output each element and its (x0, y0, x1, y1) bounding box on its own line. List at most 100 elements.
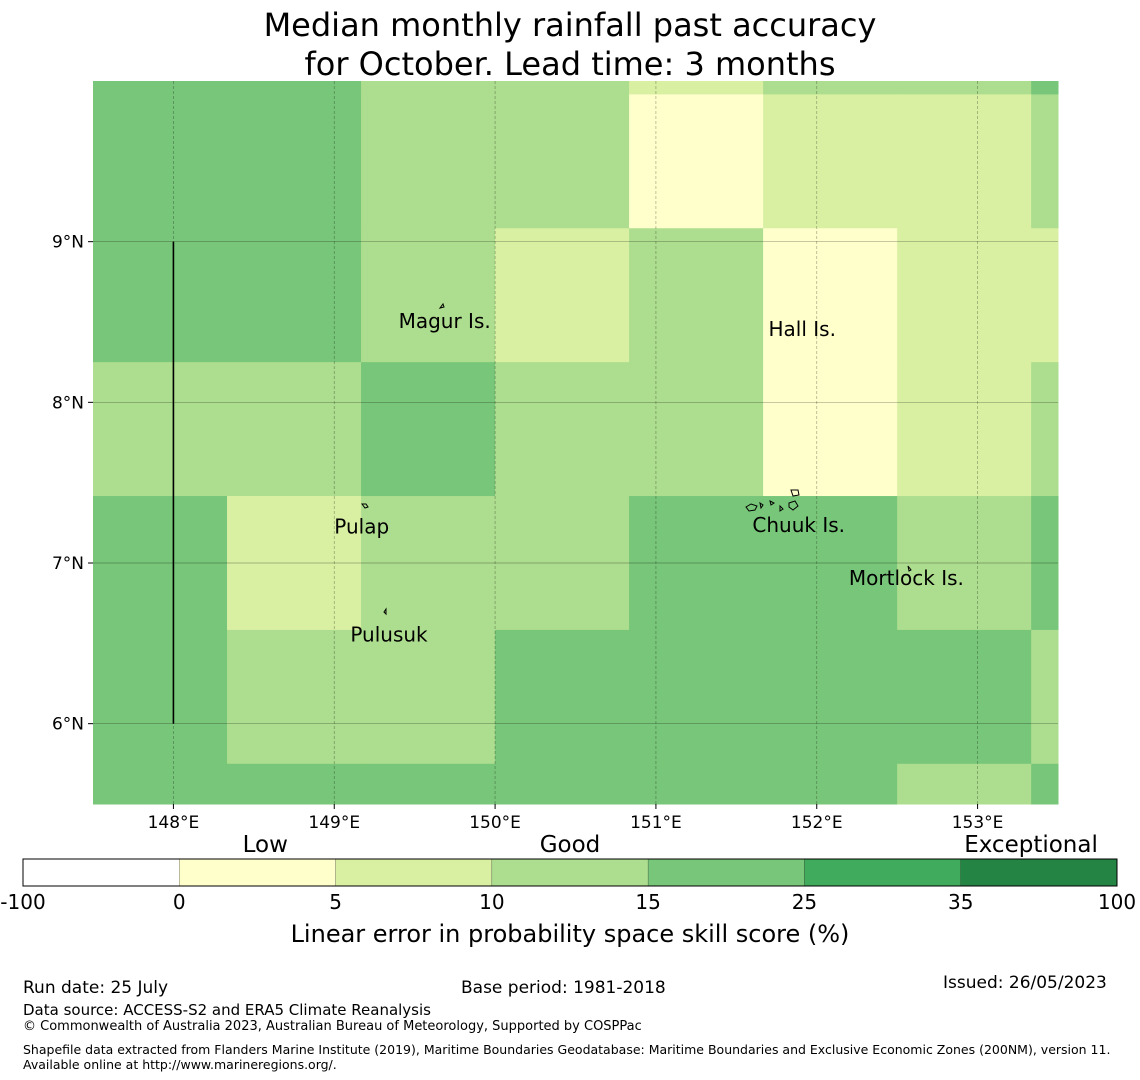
colorbar-tick-label: 100 (1098, 890, 1136, 914)
island-outline (788, 500, 799, 511)
skill-cell (763, 362, 898, 497)
lon-tick-label: 148°E (148, 813, 200, 833)
place-label: Pulusuk (350, 622, 428, 646)
colorbar-title: Linear error in probability space skill … (291, 920, 850, 948)
colorbar-category-label: Good (540, 832, 601, 858)
lon-tick-label: 153°E (952, 813, 1004, 833)
skill-cell (495, 496, 630, 631)
skill-cell (495, 362, 630, 497)
island-outline (769, 500, 775, 506)
skill-cell (763, 228, 898, 363)
colorbar-tick-label: 0 (173, 890, 186, 914)
skill-cell (93, 496, 228, 631)
colorbar-tick-label: -100 (0, 890, 45, 914)
island-outline (779, 504, 784, 512)
skill-cell (1031, 362, 1059, 497)
colorbar-swatch (647, 858, 805, 887)
skill-cell (361, 94, 496, 229)
skill-cell (93, 362, 228, 497)
skill-cell (763, 763, 898, 805)
base-period: Base period: 1981-2018 (461, 978, 666, 998)
skill-grid (93, 81, 1059, 805)
skill-cell (897, 763, 1032, 805)
skill-cell (897, 362, 1032, 497)
colorbar: -100 0 5 10 15 25 35 100 Low Good Exceptional Linea… (0, 832, 1136, 948)
island-outline (438, 302, 445, 309)
skill-cell (897, 629, 1032, 765)
skill-cell (227, 81, 362, 95)
skill-cell (897, 496, 1032, 631)
colorbar-category-label: Exceptional (964, 832, 1098, 858)
skill-cell (897, 94, 1032, 229)
place-labels: Magur Is. Hall Is. Pulap Chuuk Is. Mortlock … (334, 309, 964, 646)
skill-cell (763, 629, 898, 765)
colorbar-swatch (491, 858, 649, 887)
island-outline (383, 607, 387, 616)
place-label: Mortlock Is. (849, 566, 964, 590)
lat-tick-label: 8°N (52, 393, 84, 413)
skill-cell (1031, 94, 1059, 229)
skill-cell (1031, 763, 1059, 805)
skill-cell (629, 81, 764, 95)
skill-cell (93, 629, 228, 765)
skill-cell (495, 81, 630, 95)
lat-tick-label: 6°N (52, 715, 84, 735)
skill-cell (361, 362, 496, 497)
lon-tick-label: 152°E (791, 813, 843, 833)
skill-cell (629, 228, 764, 363)
skill-cell (495, 763, 630, 805)
colorbar-frame (22, 858, 1118, 887)
skill-cell (361, 629, 496, 765)
lon-tick-label: 151°E (630, 813, 682, 833)
skill-cell (361, 228, 496, 363)
skill-cell (1031, 629, 1059, 765)
place-label: Magur Is. (399, 309, 491, 333)
colorbar-tick-label: 5 (329, 890, 342, 914)
skill-cell (227, 228, 362, 363)
skill-cell (495, 629, 630, 765)
skill-cell (763, 81, 898, 95)
skill-cell (495, 228, 630, 363)
skill-cell (495, 94, 630, 229)
skill-cell (629, 763, 764, 805)
skill-cell (227, 496, 362, 631)
island-outline (790, 489, 800, 497)
skill-cell (361, 763, 496, 805)
place-label: Chuuk Is. (752, 513, 845, 537)
colorbar-swatch (804, 858, 961, 887)
skill-cell (897, 81, 1032, 95)
skill-cell (763, 496, 898, 631)
lat-tick-label: 7°N (52, 554, 84, 574)
skill-cell (227, 629, 362, 765)
axis-ticks: 148°E 149°E 150°E 151°E 152°E 153°E 9°N 8°N 7°N 6… (52, 233, 1003, 833)
skill-cell (93, 94, 228, 229)
map-title-line2: for October. Lead time: 3 months (304, 45, 836, 83)
skill-cell (227, 362, 362, 497)
skill-cell (1031, 81, 1059, 95)
skill-cell (227, 763, 362, 805)
copyright: © Commonwealth of Australia 2023, Austra… (23, 1019, 642, 1034)
issued-date: Issued: 26/05/2023 (943, 973, 1107, 993)
skill-cell (629, 629, 764, 765)
skill-cell (897, 228, 1032, 363)
island-outline (907, 565, 912, 572)
skill-cell (763, 94, 898, 229)
data-source: Data source: ACCESS-S2 and ERA5 Climate … (23, 1001, 431, 1019)
island-outline (745, 503, 758, 512)
run-date: Run date: 25 July (23, 978, 169, 998)
colorbar-swatch (22, 858, 180, 887)
colorbar-swatch (960, 858, 1118, 887)
skill-cell (361, 81, 496, 95)
colorbar-swatch (335, 858, 493, 887)
skill-cell (1031, 228, 1059, 363)
map-figure: Magur Is. Hall Is. Pulap Chuuk Is. Mortlock … (0, 81, 1136, 948)
island-outlines (361, 302, 912, 616)
lat-tick-label: 9°N (52, 233, 84, 253)
map-title-line1: Median monthly rainfall past accuracy (263, 6, 877, 44)
colorbar-tick-label: 15 (635, 890, 660, 914)
colorbar-tick-label: 10 (479, 890, 504, 914)
place-label: Hall Is. (769, 317, 836, 341)
colorbar-swatch (179, 858, 336, 887)
place-label: Pulap (334, 515, 389, 539)
lon-tick-label: 149°E (308, 813, 360, 833)
